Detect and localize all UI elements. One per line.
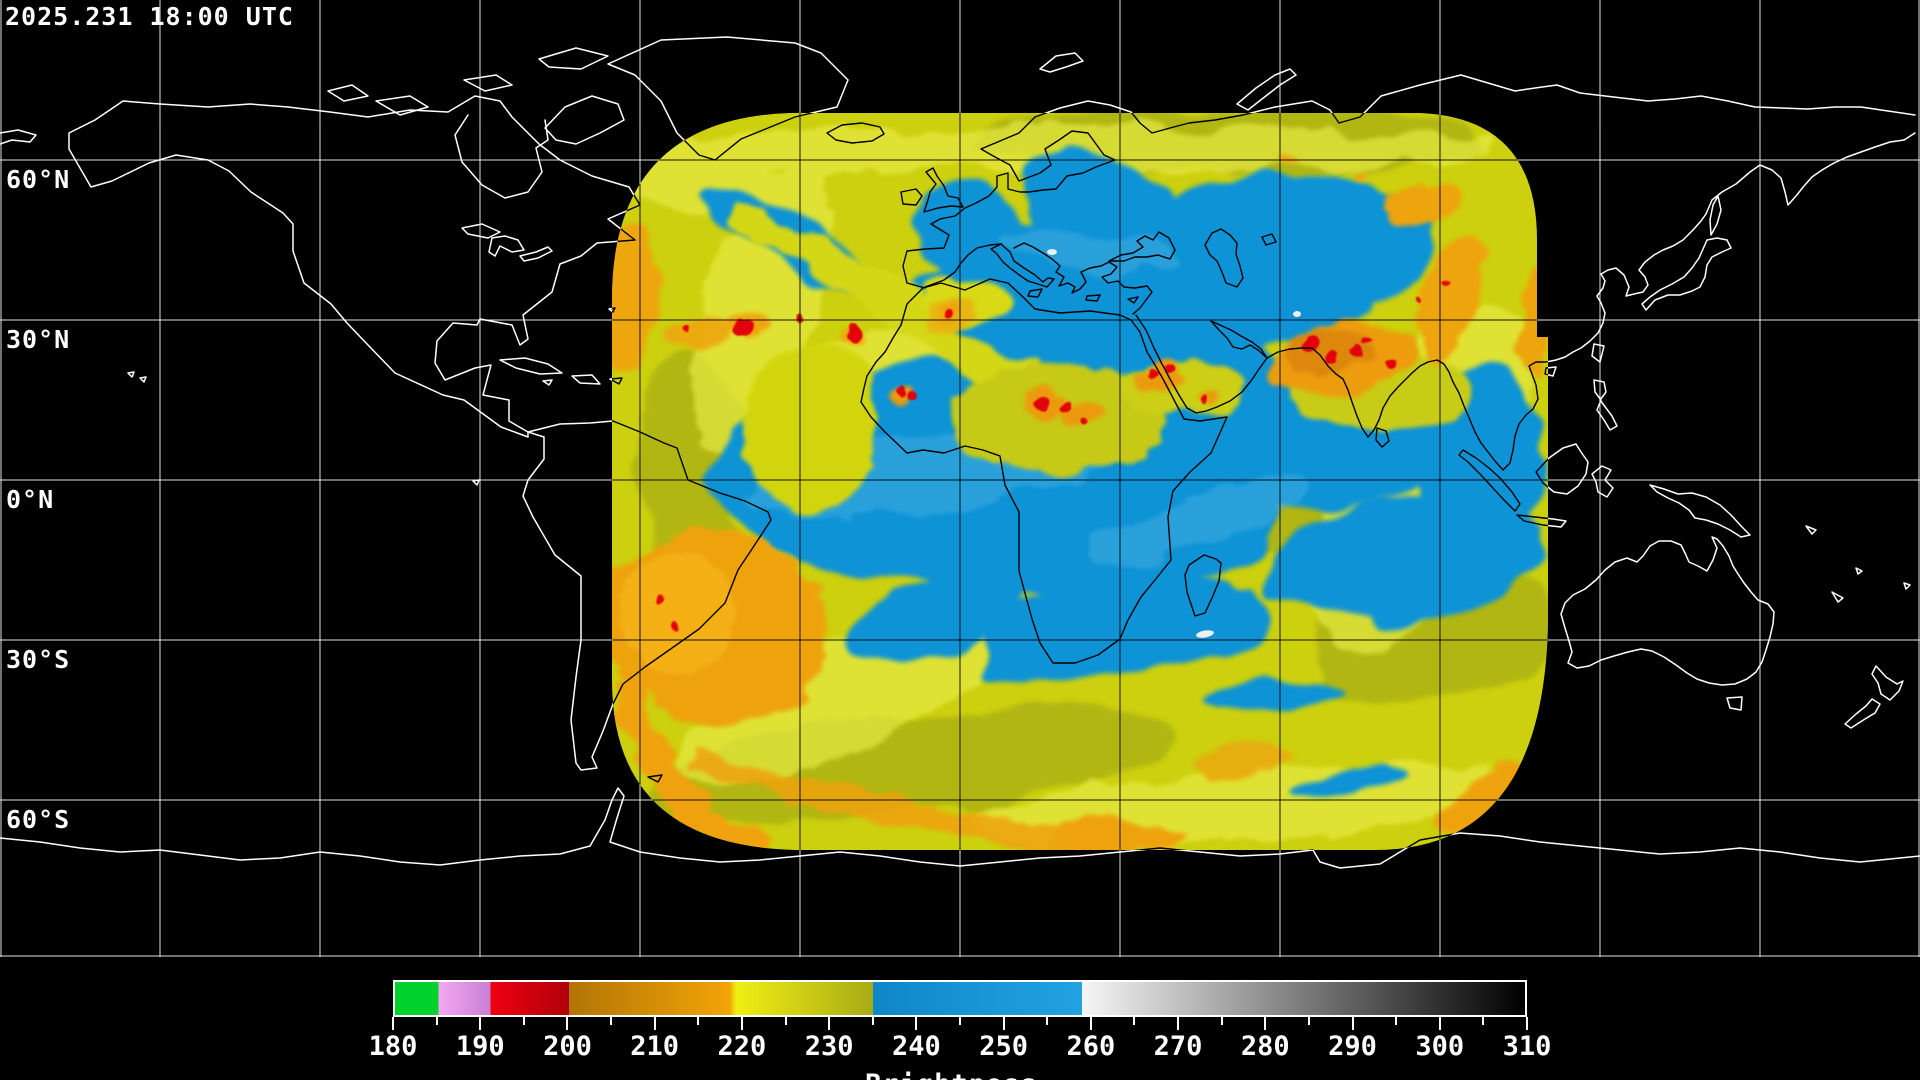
colorbar-tick (784, 1017, 787, 1025)
lat-label-30°S: 30°S (6, 645, 71, 674)
colorbar-tick (1133, 1017, 1136, 1025)
colorbar-tick-label: 190 (455, 1031, 505, 1062)
colorbar-tick (653, 1017, 656, 1030)
colorbar-tick (1177, 1017, 1180, 1030)
colorbar-tick-label: 310 (1502, 1031, 1552, 1062)
colorbar-tick-label: 210 (630, 1031, 680, 1062)
colorbar-tick-label: 260 (1066, 1031, 1116, 1062)
colorbar-tick (871, 1017, 874, 1025)
colorbar-tick-label: 240 (891, 1031, 941, 1062)
colorbar-tick (1351, 1017, 1354, 1030)
colorbar-tick (959, 1017, 961, 1025)
colorbar-tick-label: 220 (717, 1031, 767, 1062)
colorbar-tick (435, 1017, 438, 1025)
lat-label-30°N: 30°N (6, 325, 71, 354)
colorbar-tick (1526, 1017, 1528, 1030)
colorbar-tick (1395, 1017, 1398, 1025)
colorbar-tick (479, 1017, 482, 1030)
colorbar-tick (1220, 1017, 1223, 1025)
colorbar-tick (392, 1017, 394, 1030)
lat-label-0°N: 0°N (6, 485, 55, 514)
colorbar-tick-label: 270 (1153, 1031, 1203, 1062)
colorbar-tick (1438, 1017, 1441, 1030)
colorbar-tick (1264, 1017, 1267, 1030)
colorbar-tick (1089, 1017, 1092, 1030)
timestamp-label: 2025.231 18:00 UTC (5, 2, 294, 31)
colorbar-tick-label: 300 (1415, 1031, 1465, 1062)
colorbar-tick (522, 1017, 525, 1025)
colorbar-tick (1307, 1017, 1310, 1025)
colorbar-tick-label: 280 (1240, 1031, 1290, 1062)
colorbar-tick (1482, 1017, 1485, 1025)
satellite-swath (612, 113, 1548, 850)
colorbar-gradient (393, 980, 1527, 1017)
colorbar-tick (740, 1017, 743, 1030)
lat-label-60°N: 60°N (6, 165, 71, 194)
colorbar-tick (828, 1017, 831, 1030)
colorbar-tick-label: 230 (804, 1031, 854, 1062)
colorbar-tick-label: 250 (979, 1031, 1028, 1062)
colorbar-caption: Brightness Temperature in 6.75um, Kelvin (865, 1069, 1055, 1080)
colorbar-tick (697, 1017, 700, 1025)
lat-label-60°S: 60°S (6, 805, 71, 834)
colorbar-tick-label: 200 (543, 1031, 592, 1062)
colorbar-tick-label: 180 (368, 1031, 418, 1062)
colorbar-tick (566, 1017, 569, 1030)
colorbar-tick (1046, 1017, 1049, 1025)
colorbar-tick (610, 1017, 613, 1025)
colorbar-tick (915, 1017, 918, 1030)
colorbar-tick-label: 290 (1328, 1031, 1377, 1062)
colorbar-tick (1002, 1017, 1005, 1030)
